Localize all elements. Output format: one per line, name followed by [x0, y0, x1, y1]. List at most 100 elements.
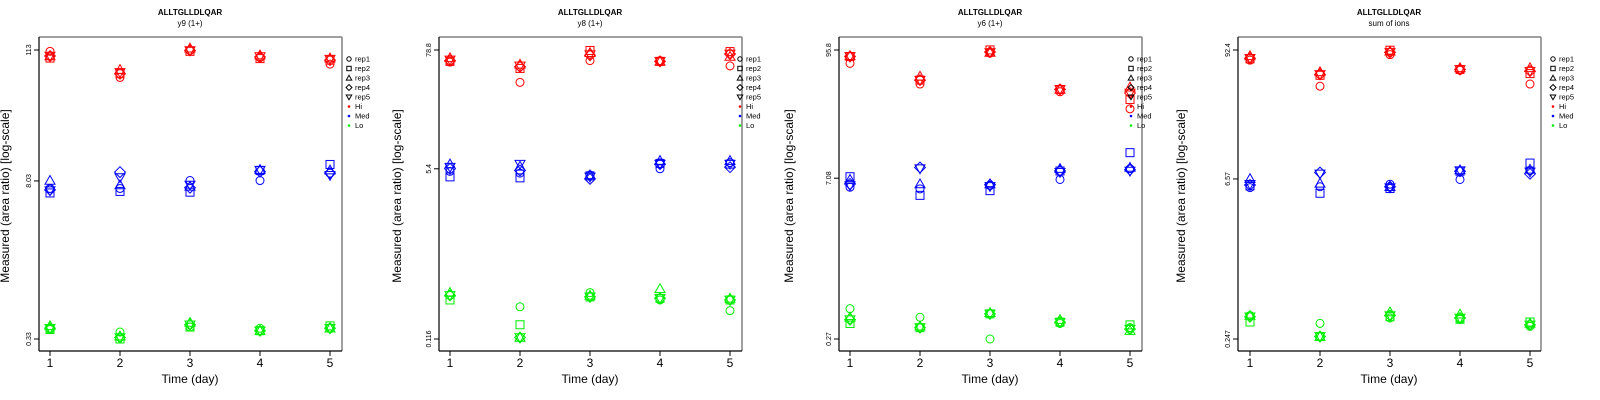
legend-marker-lo: [738, 124, 742, 127]
y-tick-label: 5.4: [426, 164, 433, 174]
point-lo-rep5-day5: [1124, 324, 1136, 336]
y-tick-label: 0.27: [826, 332, 833, 346]
legend-label-rep3: rep3: [746, 74, 761, 83]
x-tick-label: 5: [1527, 356, 1534, 370]
point-med-rep3-day3: [584, 168, 596, 180]
point-med-rep2-day3: [985, 186, 995, 196]
legend-label-lo: Lo: [746, 121, 754, 130]
legend-marker-rep4: [736, 83, 744, 92]
legend-label-rep5: rep5: [746, 93, 761, 102]
legend-label-rep3: rep3: [1137, 74, 1152, 83]
chart-subtitle: y8 (1+): [577, 19, 602, 28]
legend-marker-rep2: [1550, 65, 1556, 72]
chart-title: ALLTGLLDLQAR: [158, 8, 223, 17]
point-med-rep3-day5: [1524, 163, 1536, 174]
point-hi-rep5-day4: [1054, 85, 1066, 96]
point-hi-rep1-day5: [1525, 79, 1535, 89]
point-hi-rep5-day1: [444, 55, 456, 66]
point-med-rep3-day2: [914, 177, 926, 189]
point-hi-rep5-day5: [724, 49, 736, 61]
point-med-rep5-day4: [254, 165, 266, 177]
point-hi-rep5-day1: [1244, 54, 1256, 65]
legend-label-lo: Lo: [1137, 121, 1145, 130]
point-med-rep4-day4: [253, 165, 267, 178]
data-points: [1243, 45, 1537, 343]
point-med-rep3-day4: [1454, 163, 1466, 175]
point-lo-rep5-day3: [184, 320, 196, 331]
point-lo-rep5-day5: [724, 295, 736, 306]
chart-title: ALLTGLLDLQAR: [958, 8, 1023, 17]
legend-marker-rep3: [1549, 74, 1557, 81]
point-hi-rep3-day1: [844, 49, 856, 61]
point-hi-rep3-day4: [654, 55, 666, 66]
legend-label-rep1: rep1: [355, 55, 370, 64]
x-axis-label: Time (day): [162, 372, 219, 386]
point-hi-rep5-day4: [654, 57, 666, 68]
point-med-rep4-day2: [113, 165, 127, 179]
legend-label-med: Med: [1137, 112, 1152, 121]
point-lo-rep3-day2: [114, 330, 126, 341]
y-tick-label: 7.08: [826, 171, 833, 185]
point-lo-rep1-day3: [985, 334, 995, 344]
legend-label-rep4: rep4: [1559, 83, 1574, 92]
legend-marker-rep5: [736, 94, 744, 101]
point-lo-rep5-day1: [1244, 312, 1256, 323]
point-med-rep5-day3: [984, 182, 996, 193]
point-hi-rep5-day2: [114, 68, 126, 79]
point-med-rep5-day2: [914, 164, 926, 175]
point-med-rep2-day2: [515, 173, 525, 183]
legend-marker-rep2: [737, 65, 743, 72]
chart-title: ALLTGLLDLQAR: [1357, 8, 1422, 17]
legend-marker-rep1: [1550, 56, 1556, 62]
x-tick-label: 1: [1247, 356, 1254, 370]
point-med-rep2-day2: [915, 190, 925, 200]
point-hi-rep5-day2: [1314, 70, 1326, 81]
point-med-rep4-day1: [443, 162, 457, 175]
x-tick-label: 3: [187, 356, 194, 370]
point-hi-rep2-day5: [1125, 95, 1135, 105]
legend-label-hi: Hi: [355, 102, 362, 111]
legend-label-med: Med: [1559, 112, 1574, 121]
point-med-rep3-day1: [1244, 172, 1256, 183]
y-axis-label: Measured (area ratio) [log-scale]: [392, 109, 404, 282]
legend-marker-med: [347, 114, 351, 118]
point-med-rep4-day5: [1523, 167, 1537, 180]
legend-marker-rep5: [1549, 94, 1557, 101]
x-tick-label: 2: [917, 356, 924, 370]
point-hi-rep5-day3: [984, 48, 996, 59]
point-med-rep2-day1: [45, 188, 55, 198]
chart-title: ALLTGLLDLQAR: [558, 8, 623, 17]
x-axis-label: Time (day): [1361, 372, 1418, 386]
y-tick-label: 92.4: [1225, 43, 1232, 57]
legend-marker-lo: [1129, 124, 1133, 127]
point-med-rep5-day4: [654, 159, 666, 171]
legend-label-med: Med: [355, 112, 370, 121]
point-med-rep2-day5: [1525, 158, 1535, 168]
legend-label-lo: Lo: [1559, 121, 1567, 130]
point-med-rep2-day2: [1315, 188, 1325, 198]
x-tick-label: 3: [587, 356, 594, 370]
x-tick-label: 4: [657, 356, 664, 370]
point-hi-rep5-day1: [44, 51, 56, 63]
point-med-rep3-day1: [44, 174, 56, 185]
legend-marker-rep3: [1127, 74, 1135, 81]
point-lo-rep1-day2: [915, 312, 925, 322]
legend-label-rep3: rep3: [1559, 74, 1574, 83]
legend-marker-hi: [1551, 105, 1555, 108]
legend-label-med: Med: [746, 112, 761, 121]
legend-marker-rep1: [737, 56, 743, 62]
point-med-rep4-day3: [583, 172, 597, 185]
legend-label-rep5: rep5: [1137, 93, 1152, 102]
x-tick-label: 5: [1127, 356, 1134, 370]
point-med-rep3-day2: [114, 178, 126, 190]
point-med-rep2-day5: [325, 159, 335, 169]
point-lo-rep2-day3: [185, 322, 195, 332]
point-lo-rep3-day2: [514, 331, 526, 342]
point-med-rep2-day1: [845, 172, 855, 182]
data-points: [843, 45, 1137, 344]
point-lo-rep5-day1: [844, 315, 856, 326]
